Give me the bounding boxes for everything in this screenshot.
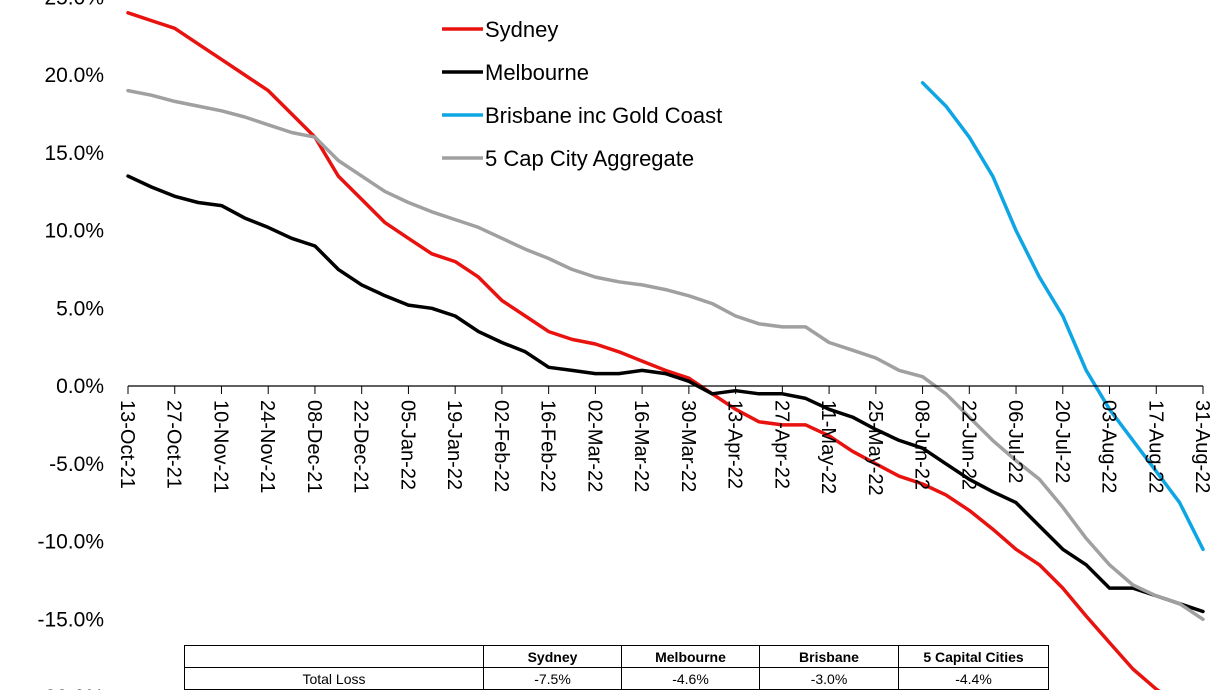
x-tick-label: 10-Nov-21	[209, 400, 231, 493]
x-tick-label: 03-Aug-22	[1098, 400, 1120, 493]
table-header-cell: Brisbane	[759, 645, 899, 668]
x-tick-label: 08-Jun-22	[911, 400, 933, 490]
x-tick-label: 20-Jul-22	[1051, 400, 1073, 483]
y-tick-label: -5.0%	[49, 453, 104, 476]
x-tick-label: 22-Jun-22	[957, 400, 979, 490]
series-line-0	[126, 11, 1161, 690]
x-tick-label: 22-Dec-21	[350, 400, 372, 493]
y-tick-label: -20.0%	[37, 686, 104, 690]
axis-layer: -20.0% -15.0% -10.0% -5.0% 0.0% 5.0% 10.0% 15.0…	[37, 0, 1213, 690]
x-tick-label: 24-Nov-21	[256, 400, 278, 493]
legend-entry: Brisbane inc Gold Coast	[485, 103, 722, 128]
table-row: Total Loss -7.5% -4.6% -3.0% -4.4%	[184, 667, 1049, 690]
table-row-label: Total Loss	[184, 667, 484, 690]
x-tick-label: 02-Feb-22	[490, 400, 512, 492]
table-header-cell: Melbourne	[621, 645, 760, 668]
series-line-3	[126, 88, 1205, 622]
table-header-row: Sydney Melbourne Brisbane 5 Capital Citi…	[184, 645, 1049, 668]
x-tick-label: 16-Mar-22	[630, 400, 652, 492]
x-tick-label: 31-Aug-22	[1191, 400, 1213, 493]
x-tick-label: 16-Feb-22	[537, 400, 559, 492]
series-line-2	[920, 81, 1205, 552]
x-tick-label: 30-Mar-22	[677, 400, 699, 492]
x-tick-label: 08-Dec-21	[303, 400, 325, 493]
x-tick-label: 05-Jan-22	[396, 400, 418, 490]
x-tick-label: 13-Apr-22	[724, 400, 746, 489]
summary-table: Sydney Melbourne Brisbane 5 Capital Citi…	[184, 645, 1049, 690]
legend-background	[423, 92, 763, 132]
table-header-cell	[184, 645, 484, 668]
legend-background	[423, 49, 763, 89]
x-tick-label: 06-Jul-22	[1004, 400, 1026, 483]
y-tick-label: 0.0%	[56, 375, 104, 398]
x-tick-label: 27-Apr-22	[770, 400, 792, 489]
x-tick-label: 17-Aug-22	[1144, 400, 1166, 493]
x-tick-label: 11-May-22	[817, 400, 839, 494]
y-tick-label: -15.0%	[37, 608, 104, 631]
table-cell: -4.4%	[898, 667, 1049, 690]
x-tick-label: 13-Oct-21	[116, 400, 138, 489]
legend-background	[423, 6, 763, 46]
x-tick-label: 19-Jan-22	[443, 400, 465, 490]
x-tick-label: 25-May-22	[864, 400, 886, 496]
series-layer	[126, 11, 1205, 690]
legend-entry: Sydney	[485, 17, 558, 42]
y-tick-label: 15.0%	[44, 142, 104, 165]
y-tick-label: 10.0%	[44, 220, 104, 243]
legend-background	[423, 135, 763, 175]
legend-entry: 5 Cap City Aggregate	[485, 146, 694, 171]
y-tick-label: 25.0%	[44, 0, 104, 9]
y-tick-label: 5.0%	[56, 297, 104, 320]
legend-entry: Melbourne	[485, 60, 589, 85]
x-tick-label: 02-Mar-22	[583, 400, 605, 492]
table-cell: -3.0%	[759, 667, 899, 690]
y-tick-label: -10.0%	[37, 531, 104, 554]
table-header-cell: Sydney	[483, 645, 622, 668]
series-line-1	[126, 174, 1205, 614]
y-tick-label: 20.0%	[44, 64, 104, 87]
legend: Sydney Melbourne Brisbane inc Gold Coast 5 …	[423, 6, 763, 175]
table-header-cell: 5 Capital Cities	[898, 645, 1049, 668]
table-cell: -7.5%	[483, 667, 622, 690]
table-cell: -4.6%	[621, 667, 760, 690]
x-tick-label: 27-Oct-21	[163, 400, 185, 489]
